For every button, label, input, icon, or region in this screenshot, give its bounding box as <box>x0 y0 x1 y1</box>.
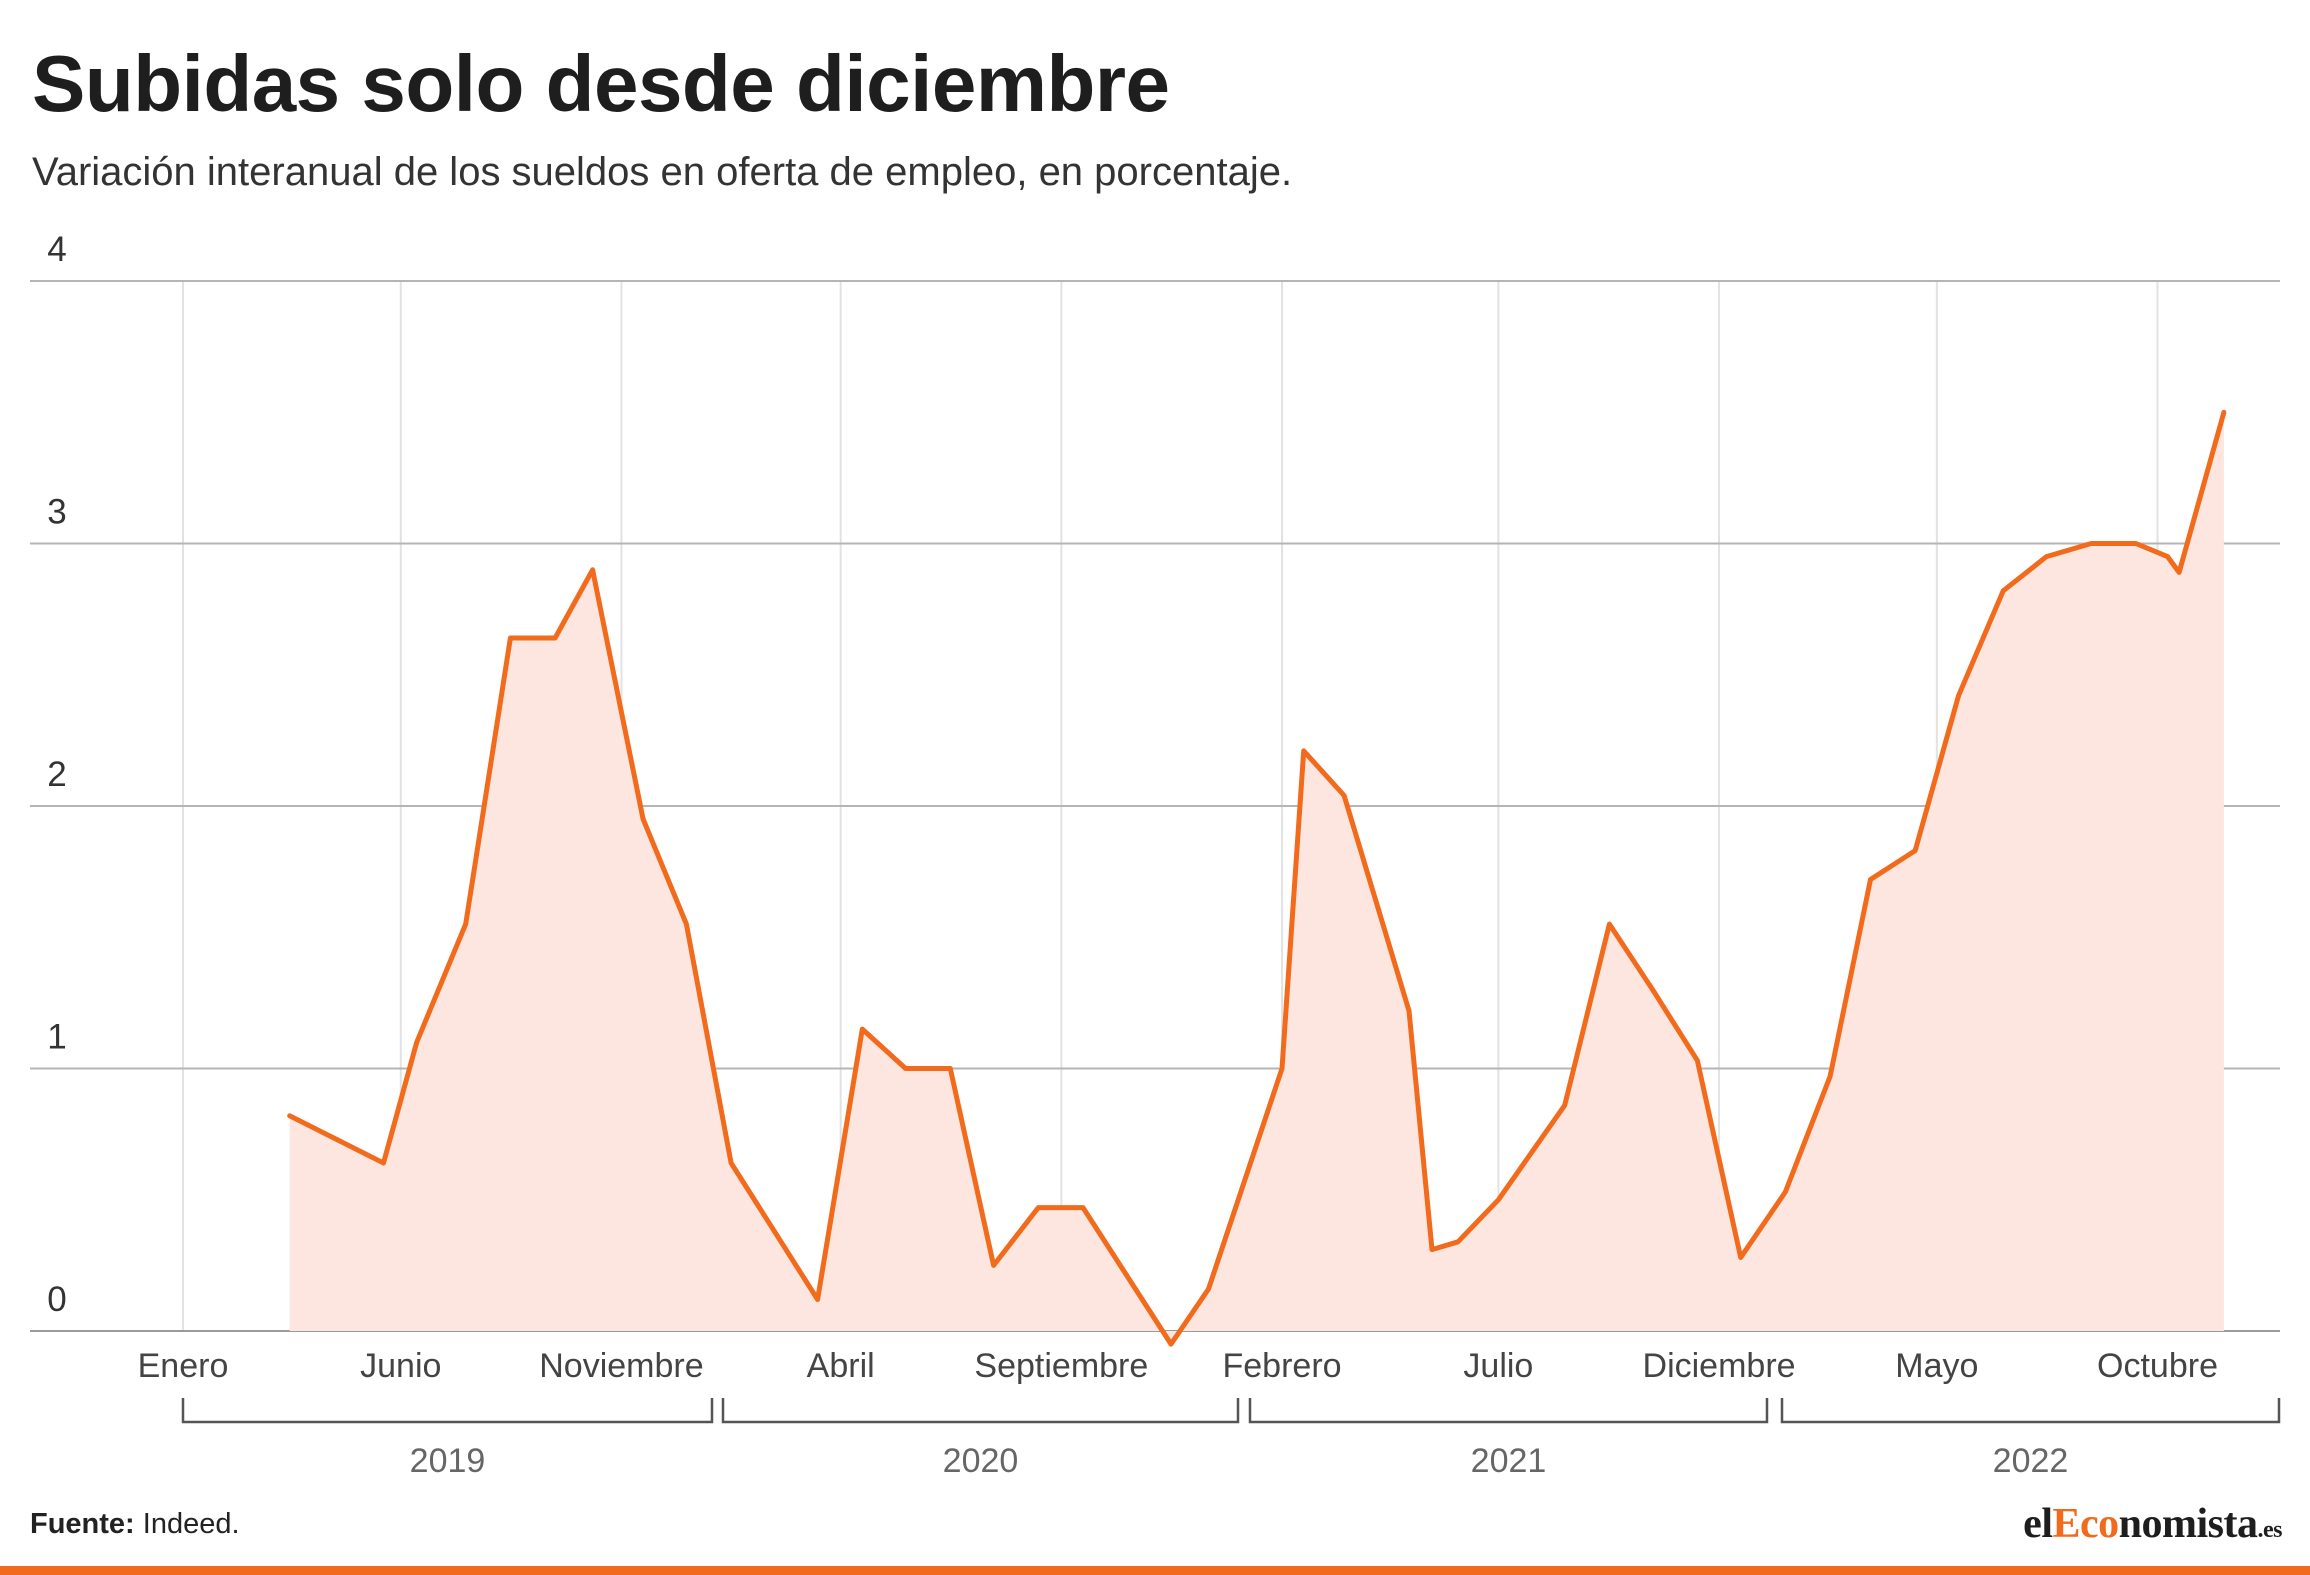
y-tick-label: 0 <box>47 1280 66 1319</box>
area-layer <box>289 412 2224 1345</box>
x-tick-label: Junio <box>360 1347 441 1385</box>
line-layer <box>287 409 2227 1347</box>
chart-title: Subidas solo desde diciembre <box>32 39 1170 128</box>
x-tick-label: Noviembre <box>539 1347 703 1385</box>
year-label: 2022 <box>1993 1442 2069 1480</box>
logo-prefix: el <box>2023 1501 2053 1547</box>
x-tick-labels: Enero Junio Noviembre Abril Septiembre Febrer… <box>138 1347 2218 1385</box>
x-tick-label: Mayo <box>1895 1347 1978 1385</box>
series-area <box>289 412 2224 1345</box>
chart-subtitle: Variación interanual de los sueldos en o… <box>32 150 1293 194</box>
x-tick-label: Julio <box>1463 1347 1533 1385</box>
brand-bar <box>0 1566 2310 1575</box>
y-tick-label: 1 <box>47 1018 66 1057</box>
y-tick-label: 2 <box>47 755 66 794</box>
source-note: Fuente: Indeed. <box>30 1508 240 1541</box>
y-tick-labels: 0 1 2 3 4 <box>47 230 66 1319</box>
publisher-logo: elEconomista.es <box>2023 1500 2282 1548</box>
x-tick-label: Octubre <box>2097 1347 2218 1385</box>
year-bracket <box>1780 1398 2281 1424</box>
logo-tld: .es <box>2257 1517 2283 1543</box>
year-bracket <box>721 1398 1240 1424</box>
source-label: Fuente: <box>30 1508 135 1540</box>
year-label: 2019 <box>410 1442 486 1480</box>
x-tick-label: Septiembre <box>974 1347 1148 1385</box>
x-tick-label: Febrero <box>1223 1347 1342 1385</box>
x-tick-label: Enero <box>138 1347 229 1385</box>
year-bracket <box>181 1398 714 1424</box>
y-tick-label: 3 <box>47 493 66 532</box>
year-label: 2020 <box>943 1442 1019 1480</box>
x-tick-label: Diciembre <box>1643 1347 1796 1385</box>
logo-accent: Eco <box>2052 1501 2119 1547</box>
line-chart: 0 1 2 3 4 Enero Junio Noviembre Abril Septiembre… <box>30 230 2281 1480</box>
source-value: Indeed. <box>142 1508 240 1540</box>
year-brackets: 2019 2020 2021 2022 <box>181 1398 2281 1480</box>
series-line <box>287 409 2227 1347</box>
logo-suffix: nomista <box>2118 1501 2258 1547</box>
year-label: 2021 <box>1471 1442 1547 1480</box>
x-tick-label: Abril <box>807 1347 875 1385</box>
year-bracket <box>1248 1398 1769 1424</box>
y-tick-label: 4 <box>47 230 66 269</box>
